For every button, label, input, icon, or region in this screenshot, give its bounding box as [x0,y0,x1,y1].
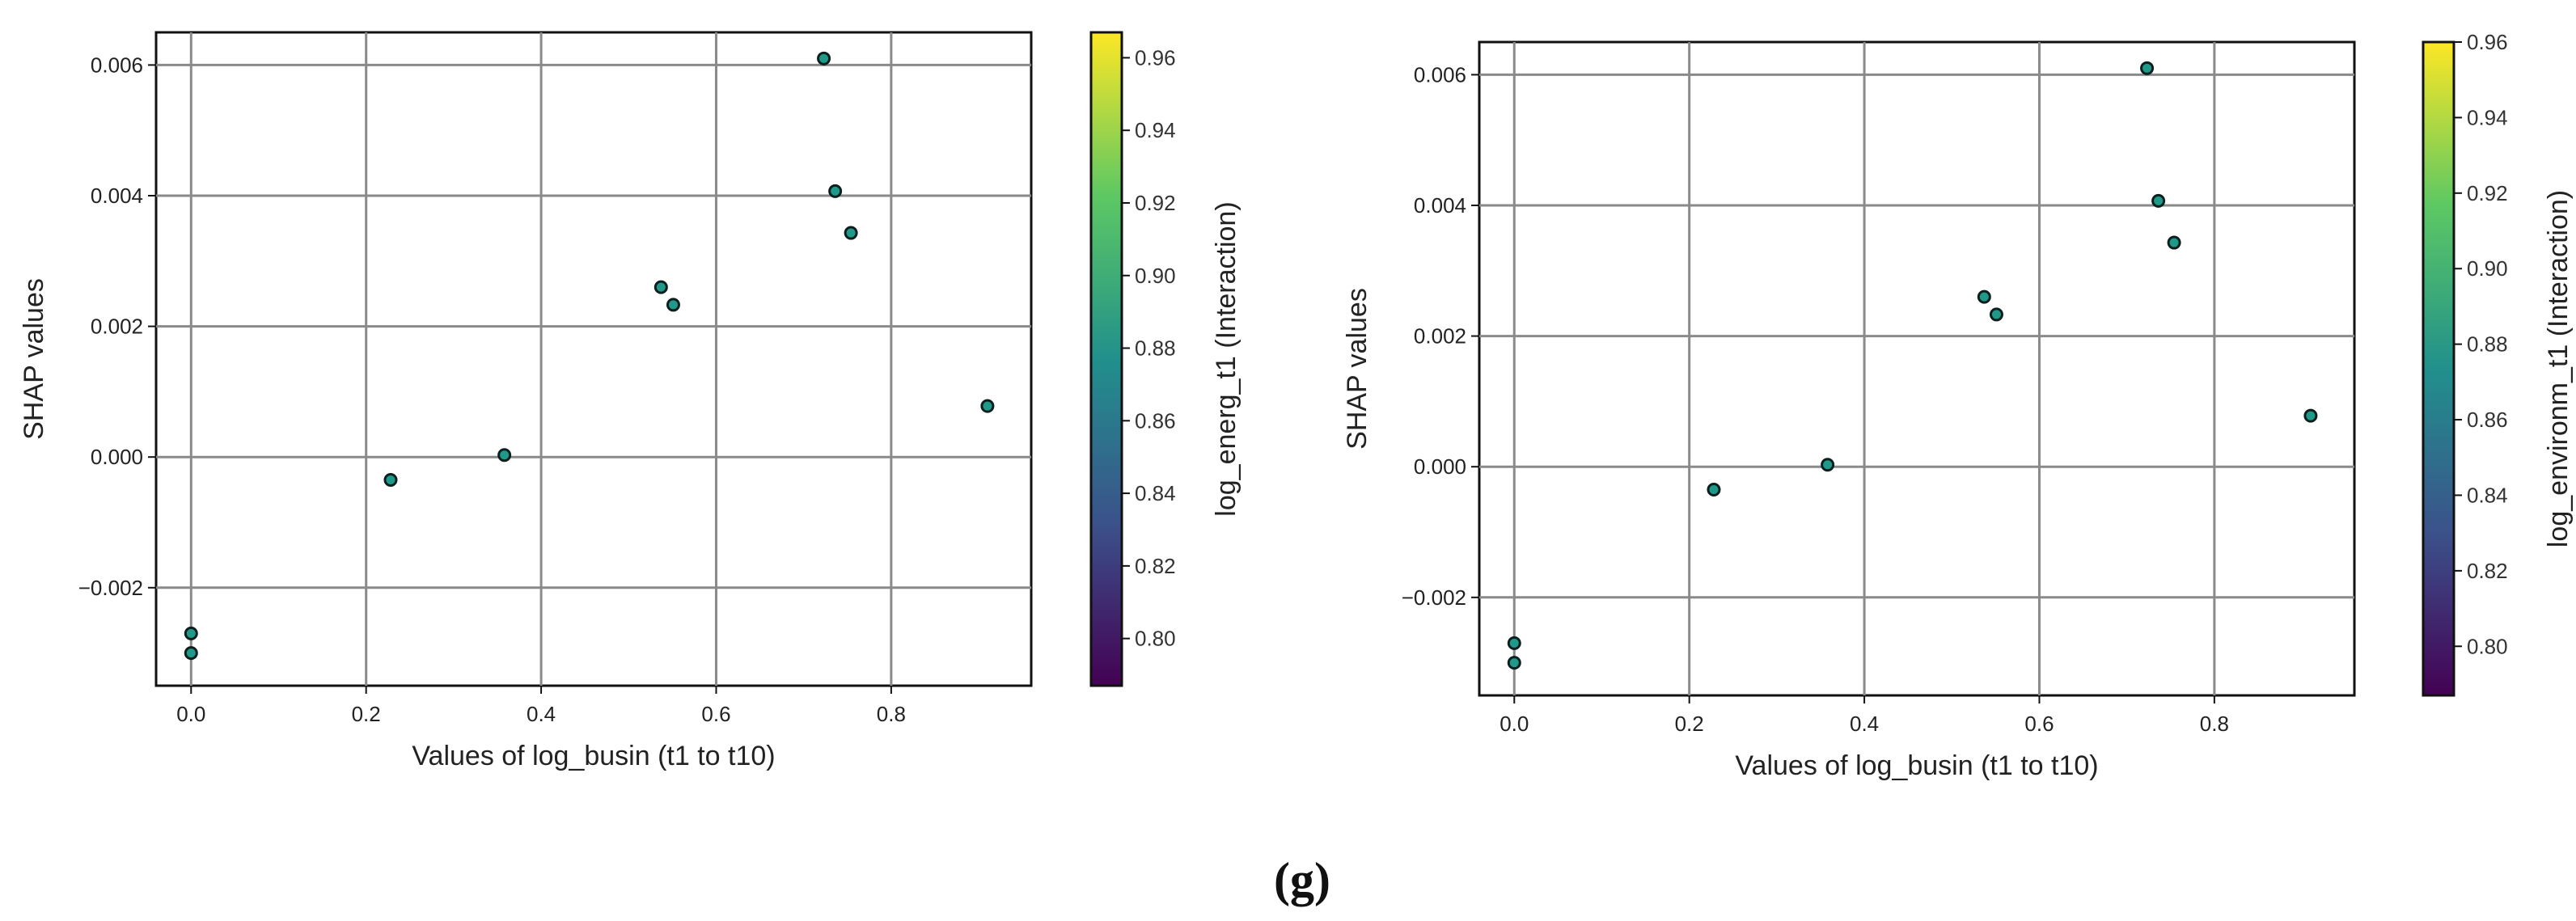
y-tick-label: 0.002 [1414,324,1466,349]
data-point [1507,656,1521,670]
colorbar [1089,31,1123,687]
colorbar-tick-label: 0.92 [2467,181,2508,205]
y-tick-label: 0.004 [1414,193,1466,218]
y-axis-label: SHAP values [1342,288,1373,450]
chart-right: 0.0 0.2 0.4 0.6 0.8 −0.002 0.000 0.002 0.004 0.0… [1342,30,2574,781]
x-tick-label: 0.2 [1675,712,1704,736]
x-ticks: 0.0 0.2 0.4 0.6 0.8 [176,686,906,726]
colorbar-tick-label: 0.86 [2467,408,2508,432]
colorbar-tick-label: 0.84 [1135,481,1176,505]
data-point [1977,289,1991,304]
x-tick-label: 0.8 [877,702,906,726]
data-point [828,184,843,198]
data-point [980,399,995,413]
data-point [184,646,198,661]
colorbar-tick-label: 0.94 [1135,118,1176,142]
y-ticks: −0.002 0.000 0.002 0.004 0.006 [78,53,156,600]
plot-frame [154,31,1033,687]
colorbar-tick-label: 0.82 [1135,554,1176,578]
colorbar-tick-label: 0.84 [2467,483,2508,507]
data-point [1507,636,1521,650]
data-point [654,280,668,294]
data-point [2167,235,2181,250]
colorbar-tick-label: 0.88 [2467,332,2508,357]
data-point [2151,193,2166,208]
x-tick-label: 0.6 [701,702,730,726]
colorbar-tick-label: 0.94 [2467,105,2508,129]
colorbar-label: log_environm_t1 (Interaction) [2543,190,2574,547]
colorbar-tick-label: 0.96 [2467,30,2508,54]
points [184,51,995,661]
colorbar-label: log_energ_t1 (Interaction) [1211,201,1241,516]
x-tick-label: 0.2 [352,702,381,726]
colorbar-tick-label: 0.90 [1135,264,1176,288]
grid [156,32,1031,686]
y-tick-label: 0.004 [91,184,143,208]
x-ticks: 0.0 0.2 0.4 0.6 0.8 [1499,695,2229,736]
data-point [184,626,198,640]
colorbar-tick-label: 0.92 [1135,191,1176,215]
colorbar-ticks: 0.80 0.82 0.84 0.86 0.88 0.90 0.92 0.94 0.96 [2454,30,2508,658]
x-tick-label: 0.0 [176,702,205,726]
data-point [497,448,512,463]
chart-left: 0.0 0.2 0.4 0.6 0.8 −0.002 0.000 0.002 0.004 0.0… [19,31,1241,771]
colorbar-tick-label: 0.90 [2467,256,2508,281]
x-tick-label: 0.4 [527,702,556,726]
colorbar-ticks: 0.80 0.82 0.84 0.86 0.88 0.90 0.92 0.94 0.96 [1122,45,1176,651]
x-axis-label: Values of log_busin (t1 to t10) [412,741,775,771]
plot-frame [1478,40,2356,697]
y-tick-label: −0.002 [1402,585,1466,610]
y-axis-label: SHAP values [19,278,49,440]
x-tick-label: 0.4 [1850,712,1879,736]
y-tick-label: 0.000 [1414,454,1466,479]
y-tick-label: −0.002 [78,576,143,600]
y-tick-label: 0.000 [91,445,143,469]
y-tick-label: 0.006 [91,53,143,77]
data-point [2140,61,2155,75]
colorbar-tick-label: 0.82 [2467,559,2508,583]
x-tick-label: 0.6 [2024,712,2054,736]
data-point [383,472,398,487]
data-point [666,298,680,312]
data-point [1989,307,2003,322]
colorbar-tick-label: 0.88 [1135,336,1176,361]
data-point [1821,458,1835,472]
points [1507,61,2318,670]
data-point [2303,408,2318,423]
x-tick-label: 0.0 [1499,712,1529,736]
colorbar-tick-label: 0.96 [1135,45,1176,70]
data-point [1707,482,1721,496]
colorbar-tick-label: 0.86 [1135,408,1176,433]
y-ticks: −0.002 0.000 0.002 0.004 0.006 [1402,62,1479,610]
data-point [817,51,831,65]
x-axis-label: Values of log_busin (t1 to t10) [1735,750,2098,781]
colorbar [2422,40,2455,697]
y-tick-label: 0.002 [91,315,143,339]
figure-caption: (g) [1274,853,1330,906]
grid [1479,42,2354,695]
colorbar-tick-label: 0.80 [2467,634,2508,658]
y-tick-label: 0.006 [1414,62,1466,87]
colorbar-tick-label: 0.80 [1135,627,1176,651]
data-point [844,226,858,240]
x-tick-label: 0.8 [2200,712,2229,736]
